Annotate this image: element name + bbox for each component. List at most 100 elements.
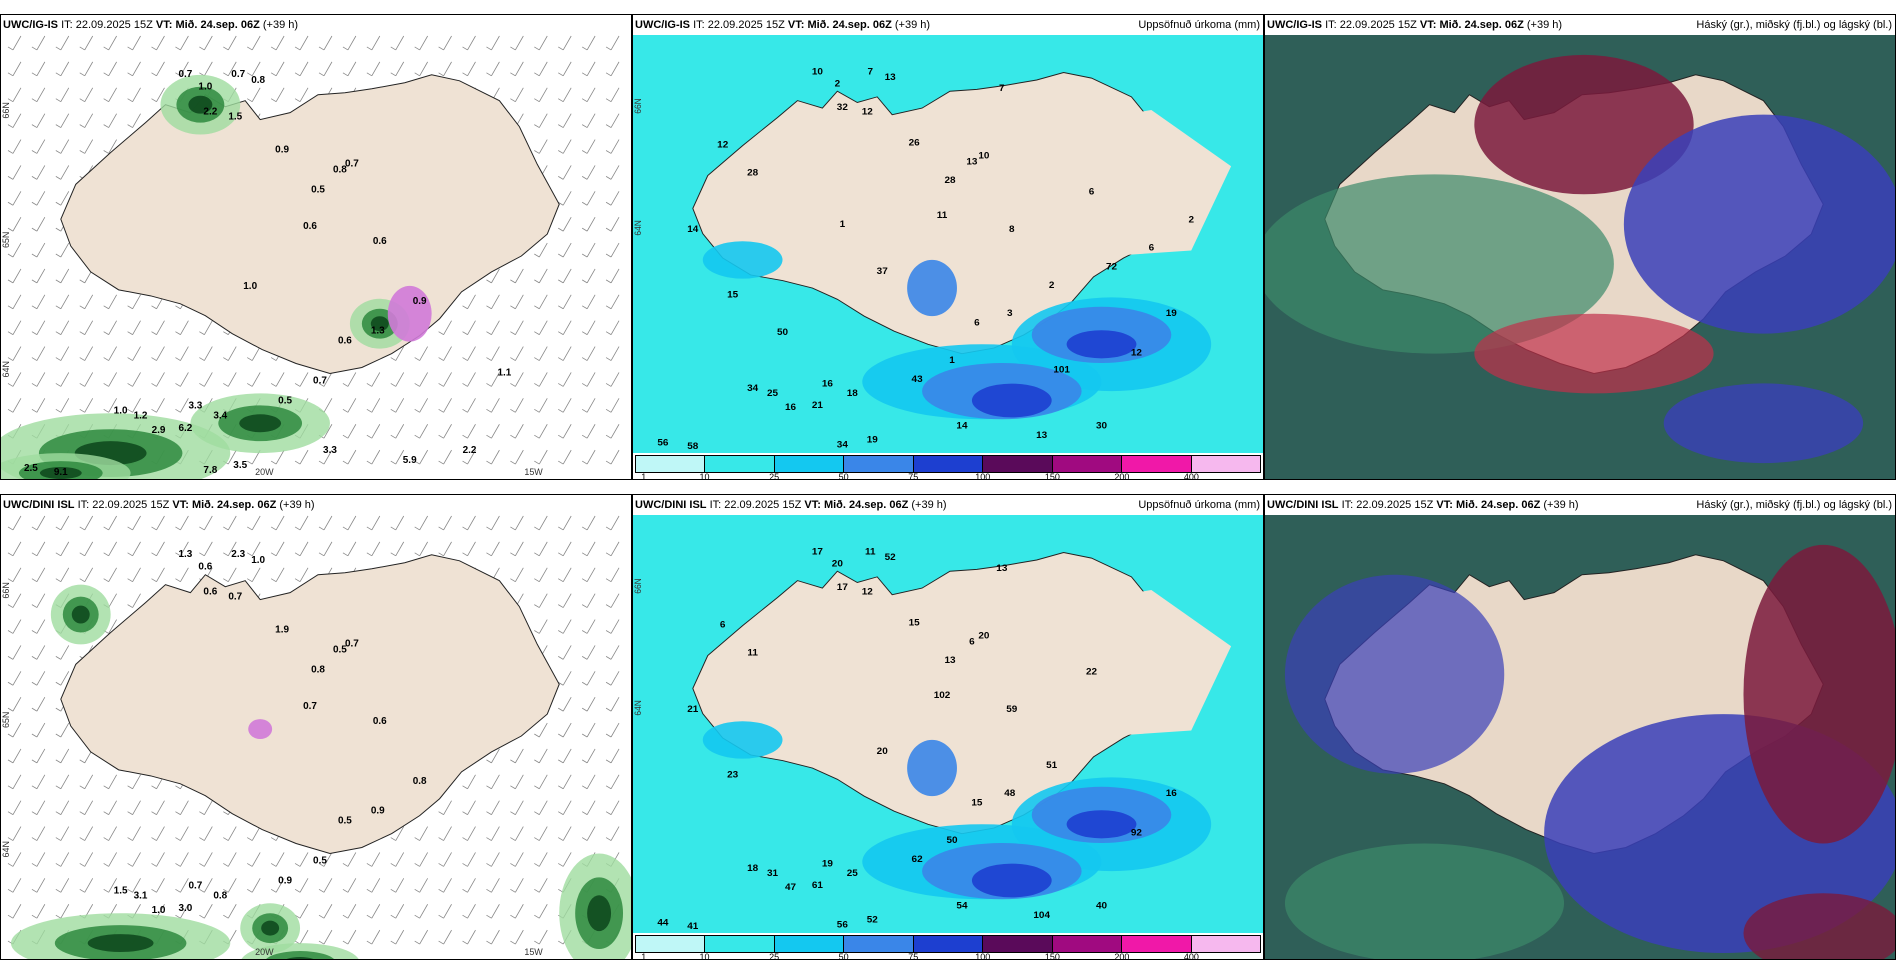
value-label: 3.0 — [178, 903, 192, 914]
init-time-value: 22.09.2025 15Z — [75, 19, 153, 31]
precip-area-heavy — [370, 316, 389, 332]
latitude-label: 66N — [1, 582, 11, 598]
map-area — [1265, 515, 1895, 959]
init-time-label: IT: — [77, 499, 90, 511]
init-time-label: IT: — [709, 499, 722, 511]
value-label: 13 — [885, 72, 897, 83]
model-name: UWC/IG-IS — [3, 19, 58, 31]
init-time-value: 22.09.2025 15Z — [1356, 499, 1434, 511]
latitude-label: 64N — [633, 220, 643, 235]
value-label: 0.5 — [278, 395, 292, 406]
init-time-label: IT: — [693, 19, 705, 31]
precip-accum-area — [1066, 330, 1137, 359]
value-label: 19 — [1166, 308, 1178, 319]
value-label: 104 — [1033, 910, 1050, 921]
precip-accum-area — [702, 721, 783, 759]
value-label: 12 — [862, 107, 873, 118]
value-label: 28 — [747, 168, 759, 179]
model-name: UWC/IG-IS — [1267, 19, 1322, 31]
precip-accum-area — [907, 259, 957, 317]
colorbar-bin — [844, 936, 914, 952]
value-label: 0.7 — [178, 69, 192, 80]
value-label: 1.2 — [134, 410, 148, 421]
value-label: 56 — [657, 438, 669, 449]
value-label: 19 — [867, 435, 879, 446]
valid-time-label: VT: — [1419, 19, 1437, 31]
value-label: 1.1 — [497, 367, 511, 378]
value-label: 2 — [1188, 215, 1194, 226]
map-area: 66N 64N 10 2 7 13 32 12 26 28 13 10 8 11 6 3 2 1 43 34 25 16 2… — [633, 35, 1263, 453]
valid-time-label: VT: — [787, 19, 805, 31]
value-label: 1.0 — [243, 281, 257, 292]
precip-area-heavy — [39, 467, 82, 479]
valid-time-value: Mið. 24.sep. 06Z — [823, 499, 909, 511]
colorbar-tick-label: 25 — [769, 952, 780, 960]
lead-time: (+39 h) — [894, 19, 931, 31]
colorbar: 1 10 25 50 75 100 150 200 400 — [635, 455, 1261, 480]
value-label: 28 — [944, 175, 956, 186]
latitude-label: 64N — [1, 841, 11, 857]
colorbar-bin — [774, 456, 845, 472]
value-label: 54 — [956, 901, 968, 912]
value-label: 7.8 — [203, 465, 217, 476]
value-label: 9.1 — [54, 467, 68, 478]
precip-area-heavy — [188, 95, 213, 114]
value-label: 10 — [978, 151, 989, 162]
value-label: 34 — [837, 440, 849, 451]
value-label: 1.3 — [178, 549, 192, 560]
map-panel-dini-precip-rate: UWC/DINI ISL IT: 22.09.2025 15Z VT: Mið.… — [0, 494, 632, 960]
panel-header: UWC/DINI ISL IT: 22.09.2025 15Z VT: Mið.… — [1265, 495, 1895, 515]
value-label: 0.5 — [333, 644, 347, 655]
value-label: 0.6 — [338, 336, 352, 347]
value-label: 32 — [837, 102, 848, 113]
value-label: 13 — [944, 655, 956, 666]
colorbar-tick-label: 150 — [1044, 952, 1060, 960]
map-panel-igis-clouds: UWC/IG-IS IT: 22.09.2025 15Z VT: Mið. 24… — [1264, 14, 1896, 480]
dry-land-area — [932, 109, 1232, 260]
value-label: 0.8 — [213, 890, 227, 901]
latitude-label: 66N — [1, 102, 11, 118]
value-label: 11 — [747, 648, 758, 659]
value-label: 43 — [912, 374, 924, 385]
value-label: 18 — [847, 388, 859, 399]
lead-time: (+39 h) — [1526, 19, 1563, 31]
value-label: 25 — [847, 868, 859, 879]
value-label: 40 — [1096, 901, 1107, 912]
init-time-value: 22.09.2025 15Z — [92, 499, 170, 511]
value-label: 2.2 — [203, 107, 217, 118]
valid-time-label: VT: — [804, 499, 821, 511]
value-label: 101 — [1053, 365, 1070, 376]
cloud-layer-area — [1284, 843, 1565, 959]
value-label: 3.1 — [134, 890, 148, 901]
valid-time-label: VT: — [1436, 499, 1453, 511]
value-label: 20 — [832, 559, 843, 570]
value-label: 15 — [727, 290, 739, 301]
value-label: 3 — [1007, 308, 1013, 319]
panel-header: UWC/DINI ISL IT: 22.09.2025 15Z VT: Mið.… — [633, 495, 1263, 515]
value-label: 15 — [971, 798, 983, 809]
value-label: 0.5 — [311, 184, 325, 195]
value-label: 13 — [996, 563, 1008, 574]
colorbar-tick-label: 75 — [908, 952, 919, 960]
precip-accum-area — [702, 241, 783, 279]
cloud-layer-area — [1284, 574, 1505, 774]
value-label: 51 — [1046, 760, 1058, 771]
value-label: 52 — [885, 552, 896, 563]
value-label: 50 — [777, 327, 788, 338]
colorbar-tick-label: 75 — [908, 472, 919, 480]
panel-header: UWC/DINI ISL IT: 22.09.2025 15Z VT: Mið.… — [1, 495, 631, 515]
value-label: 14 — [687, 224, 699, 235]
colorbar-tick-label: 400 — [1183, 472, 1199, 480]
value-label: 62 — [912, 854, 923, 865]
value-label: 12 — [717, 140, 728, 151]
precip-accum-area — [1066, 810, 1137, 839]
cloud-layer-area — [1663, 383, 1864, 464]
value-label: 26 — [909, 138, 921, 149]
value-label: 1.3 — [371, 326, 385, 337]
value-label: 0.9 — [278, 875, 292, 886]
lead-time: (+39 h) — [1543, 499, 1579, 511]
map-panel-dini-clouds: UWC/DINI ISL IT: 22.09.2025 15Z VT: Mið.… — [1264, 494, 1896, 960]
value-label: 52 — [867, 915, 878, 926]
colorbar-bin — [983, 936, 1053, 952]
colorbar-bin — [636, 936, 706, 952]
